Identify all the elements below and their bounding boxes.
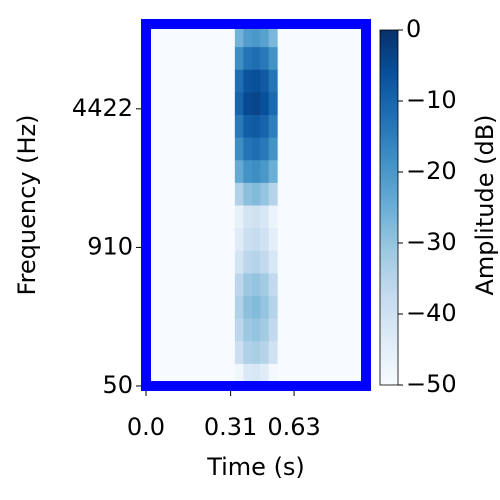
heatmap-cell — [260, 46, 270, 70]
colorbar-tick-label: −10 — [406, 86, 457, 114]
colorbar — [379, 29, 399, 386]
heatmap-cell — [234, 295, 244, 319]
heatmap-cell — [243, 363, 253, 387]
heatmap-cell — [243, 318, 253, 342]
colorbar-label: Amplitude (dB) — [471, 114, 499, 295]
heatmap-cell — [251, 46, 261, 70]
colorbar-tick-label: 0 — [406, 15, 421, 43]
heatmap-cell — [260, 227, 270, 251]
heatmap-cell — [243, 46, 253, 70]
heatmap-cell — [260, 137, 270, 161]
heatmap-cell — [243, 340, 253, 364]
heatmap-cell — [251, 272, 261, 296]
heatmap-cell — [268, 250, 278, 274]
heatmap-cell — [260, 159, 270, 183]
heatmap-cell — [268, 205, 278, 229]
y-tick-label: 910 — [87, 232, 133, 260]
heatmap-cell — [243, 137, 253, 161]
heatmap-cell — [260, 295, 270, 319]
heatmap-cell — [268, 295, 278, 319]
heatmap-cell — [234, 137, 244, 161]
heatmap-cell — [234, 91, 244, 115]
heatmap-cell — [251, 363, 261, 387]
x-tick-label: 0.31 — [204, 413, 257, 441]
heatmap-cell — [268, 363, 278, 387]
heatmap-cell — [251, 250, 261, 274]
heatmap-cell — [251, 227, 261, 251]
plot-frame — [141, 19, 371, 391]
heatmap-cell — [268, 114, 278, 138]
heatmap-cell — [268, 69, 278, 93]
y-axis-label: Frequency (Hz) — [13, 115, 41, 296]
heatmap-cell — [251, 114, 261, 138]
x-tick-label: 0.63 — [267, 413, 320, 441]
heatmap-cell — [268, 46, 278, 70]
x-axis-label: Time (s) — [206, 453, 305, 481]
colorbar-tick-label: −40 — [406, 299, 457, 327]
heatmap-cell — [260, 272, 270, 296]
heatmap-cell — [251, 91, 261, 115]
y-tick-label: 50 — [102, 371, 133, 399]
heatmap-cell — [251, 318, 261, 342]
heatmap-cell — [234, 205, 244, 229]
heatmap-cell — [251, 295, 261, 319]
heatmap-cell — [234, 250, 244, 274]
y-tick-label: 4422 — [72, 94, 133, 122]
colorbar-tick-label: −50 — [406, 370, 457, 398]
heatmap-cell — [260, 91, 270, 115]
heatmap-cell — [268, 272, 278, 296]
heatmap-cell — [268, 24, 278, 48]
heatmap-cell — [243, 69, 253, 93]
heatmap-cell — [243, 295, 253, 319]
heatmap-cell — [260, 250, 270, 274]
heatmap-cell — [243, 182, 253, 206]
x-tick-label: 0.0 — [127, 413, 165, 441]
heatmap-cell — [251, 24, 261, 48]
heatmap-cell — [251, 182, 261, 206]
heatmap-cell — [260, 340, 270, 364]
heatmap-cell — [268, 227, 278, 251]
heatmap-cell — [234, 318, 244, 342]
heatmap-cell — [234, 24, 244, 48]
heatmap-cell — [234, 182, 244, 206]
heatmap-cell — [260, 363, 270, 387]
heatmap-cell — [234, 227, 244, 251]
heatmap-cell — [234, 340, 244, 364]
heatmap-cell — [243, 24, 253, 48]
heatmap-cell — [234, 272, 244, 296]
heatmap-cell — [268, 91, 278, 115]
heatmap-cell — [251, 159, 261, 183]
heatmap-cell — [260, 205, 270, 229]
heatmap-cell — [243, 227, 253, 251]
heatmap-cell — [234, 363, 244, 387]
heatmap-cell — [234, 46, 244, 70]
heatmap-cell — [243, 250, 253, 274]
heatmap-cell — [268, 159, 278, 183]
heatmap-cell — [243, 91, 253, 115]
heatmap-cell — [268, 137, 278, 161]
heatmap-cell — [243, 159, 253, 183]
heatmap-cell — [243, 272, 253, 296]
heatmap-cell — [234, 114, 244, 138]
heatmap-cell — [234, 69, 244, 93]
colorbar-tick-label: −20 — [406, 157, 457, 185]
heatmap-cell — [260, 182, 270, 206]
heatmap-cell — [234, 159, 244, 183]
colorbar-tick-label: −30 — [406, 228, 457, 256]
heatmap-cell — [251, 205, 261, 229]
heatmap-cell — [268, 182, 278, 206]
heatmap-cell — [243, 114, 253, 138]
heatmap-cell — [243, 205, 253, 229]
heatmap-cell — [260, 318, 270, 342]
heatmap-cell — [260, 24, 270, 48]
heatmap-cell — [268, 340, 278, 364]
heatmap-cell — [251, 340, 261, 364]
heatmap-cell — [251, 137, 261, 161]
heatmap-cell — [260, 69, 270, 93]
heatmap-cell — [251, 69, 261, 93]
heatmap-cell — [268, 318, 278, 342]
heatmap-cell — [260, 114, 270, 138]
